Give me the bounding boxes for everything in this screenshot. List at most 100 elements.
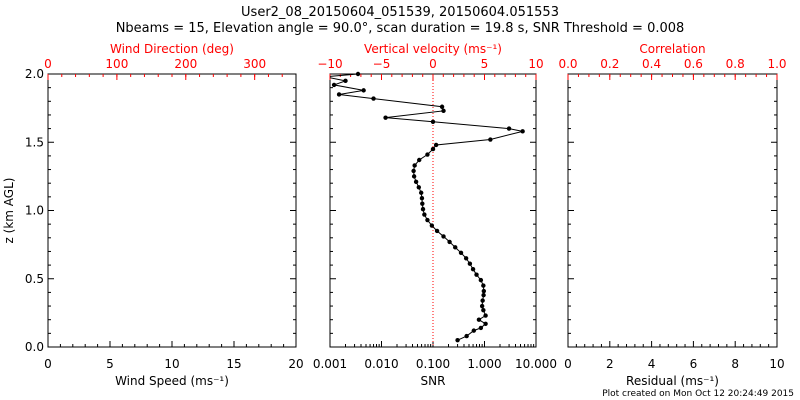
snr-data-point — [331, 82, 337, 88]
top-tick-label: 100 — [105, 57, 128, 71]
snr-data-point — [478, 277, 484, 283]
snr-data-point — [441, 234, 446, 239]
x-axis-label: Residual (ms⁻¹) — [626, 374, 719, 388]
snr-data-point — [422, 212, 427, 217]
snr-data-point — [430, 119, 436, 124]
chart-title-line1: User2_08_20150604_051539, 20150604.05155… — [241, 5, 559, 20]
x-tick-label: 6 — [690, 357, 698, 371]
snr-data-point — [411, 174, 417, 179]
y-tick-label: 2.0 — [25, 67, 44, 81]
y-axis-label: z (km AGL) — [2, 178, 16, 244]
x-tick-label: 0 — [564, 357, 572, 371]
top-tick-label: 0 — [429, 57, 437, 71]
snr-data-point — [481, 288, 487, 294]
panel-snr-velocity: 0.001 0.010 0.100 1.000 10.000 SNR −10 −5 0 5 10 Ve… — [313, 42, 557, 388]
y-tick-label: 0.5 — [25, 272, 44, 286]
x-tick-label: 10.000 — [515, 357, 557, 371]
snr-data-point — [439, 104, 445, 109]
snr-data-point — [455, 337, 460, 343]
snr-data-point — [383, 115, 388, 120]
snr-data-point — [419, 196, 425, 201]
top-tick-label: 0.6 — [684, 57, 703, 71]
x-axis-label: Wind Speed (ms⁻¹) — [115, 374, 229, 388]
x-tick-label: 15 — [226, 357, 241, 371]
x-tick-label: 4 — [648, 357, 656, 371]
snr-data-point — [355, 71, 361, 77]
snr-data-point — [418, 190, 424, 195]
snr-data-point — [441, 108, 446, 114]
snr-data-point — [420, 201, 425, 206]
snr-data-point — [470, 266, 476, 272]
snr-data-point — [371, 96, 376, 101]
x-tick-label: 20 — [288, 357, 303, 371]
x-tick-label: 10 — [164, 357, 179, 371]
top-tick-label: 300 — [243, 57, 266, 71]
chart-title-line2: Nbeams = 15, Elevation angle = 90.0°, sc… — [116, 21, 685, 36]
top-tick-label: 10 — [528, 57, 543, 71]
x-tick-label: 0.001 — [313, 357, 347, 371]
top-tick-label: 1.0 — [767, 57, 786, 71]
snr-data-point — [425, 152, 430, 157]
snr-data-point — [463, 256, 469, 261]
snr-data-point — [478, 325, 484, 331]
snr-data-point — [458, 250, 464, 256]
snr-data-point — [476, 317, 482, 322]
plot-frame — [47, 73, 297, 348]
snr-data-point — [453, 245, 458, 250]
snr-data-point — [433, 142, 439, 148]
top-axis-label: Vertical velocity (ms⁻¹) — [364, 42, 502, 56]
snr-data-point — [520, 129, 525, 134]
snr-data-point — [420, 206, 426, 212]
top-tick-label: −10 — [317, 57, 342, 71]
snr-data-point — [488, 137, 493, 142]
snr-data-point — [411, 168, 416, 174]
snr-data-point — [417, 157, 422, 163]
snr-data-point — [471, 328, 477, 333]
top-tick-label: 200 — [174, 57, 197, 71]
snr-data-point — [425, 217, 430, 223]
snr-data-point — [416, 185, 422, 190]
plot-frame — [567, 73, 778, 348]
x-tick-label: 2 — [606, 357, 614, 371]
snr-data-point — [481, 292, 486, 298]
x-tick-label: 5 — [106, 357, 114, 371]
panel-wind: 0.0 0.5 1.0 1.5 2.0 z (km AGL) 0 5 10 15 20 Wind Sp… — [2, 42, 304, 388]
snr-data-point — [483, 321, 488, 326]
snr-data-point — [343, 78, 348, 84]
top-axis-label: Wind Direction (deg) — [110, 42, 234, 56]
snr-data-point — [467, 261, 473, 266]
snr-data-point — [479, 303, 485, 309]
snr-data-point — [413, 179, 419, 185]
snr-data-point — [481, 307, 486, 313]
panel-residual-correlation: 0 2 4 6 8 10 Residual (ms⁻¹) 0.0 0.2 0.4 0.6 0.8 1.0… — [558, 42, 786, 388]
snr-data-point — [506, 126, 512, 131]
snr-data-point — [480, 298, 485, 303]
x-tick-label: 0.010 — [364, 357, 398, 371]
top-tick-label: 0.2 — [600, 57, 619, 71]
snr-data-point — [447, 239, 452, 245]
snr-data-point — [464, 333, 469, 339]
x-tick-label: 0.100 — [416, 357, 450, 371]
x-tick-label: 0 — [44, 357, 52, 371]
snr-data-point — [483, 313, 488, 318]
top-tick-label: 5 — [481, 57, 489, 71]
y-tick-label: 1.5 — [25, 135, 44, 149]
top-tick-label: −5 — [373, 57, 391, 71]
snr-data-point — [412, 163, 417, 168]
x-axis-label: SNR — [421, 374, 446, 388]
snr-data-point — [361, 88, 366, 93]
top-tick-label: 0.0 — [558, 57, 577, 71]
plot-frame — [329, 73, 537, 348]
top-tick-label: 0.4 — [642, 57, 661, 71]
y-tick-label: 0.0 — [25, 340, 44, 354]
snr-data-point — [474, 272, 479, 277]
snr-data-point — [429, 223, 435, 228]
top-axis-label: Correlation — [639, 42, 705, 56]
snr-data-point — [336, 92, 342, 97]
y-tick-label: 1.0 — [25, 204, 44, 218]
top-tick-label: 0.8 — [726, 57, 745, 71]
snr-data-point — [481, 283, 486, 288]
x-tick-label: 8 — [731, 357, 739, 371]
plot-created-text: Plot created on Mon Oct 12 20:24:49 2015 — [602, 389, 794, 399]
